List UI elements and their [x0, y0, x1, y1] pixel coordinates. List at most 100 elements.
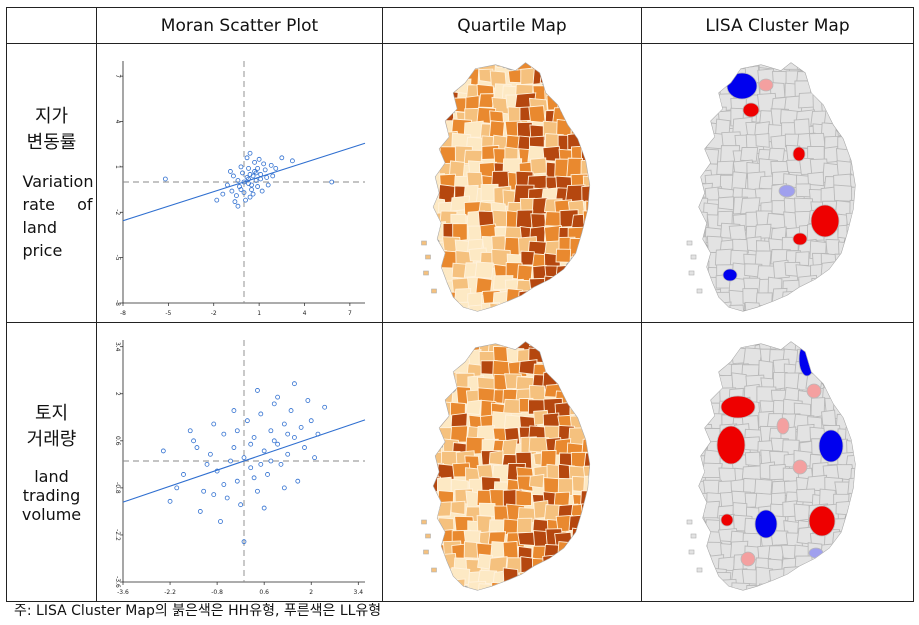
map-district: [757, 582, 774, 590]
map-district: [793, 503, 811, 521]
lisa-map-2: [686, 340, 881, 591]
scatter-point: [160, 448, 166, 453]
map-district: [539, 571, 557, 590]
map-district: [860, 214, 878, 229]
map-district: [568, 513, 587, 531]
scatter-point: [261, 505, 267, 510]
map-district: [569, 106, 588, 125]
map-district: [864, 136, 880, 153]
map-district: [557, 477, 574, 496]
map-district: [845, 238, 855, 258]
map-district: [702, 360, 719, 382]
map-district: [490, 581, 508, 590]
lisa-cluster: [754, 509, 778, 538]
map-district: [597, 569, 614, 584]
map-district: [597, 412, 611, 431]
y-tick-label: -2: [114, 209, 121, 215]
map-district: [585, 109, 590, 130]
lisa-cluster: [740, 551, 756, 566]
map-district: [848, 505, 855, 523]
scatter-point: [265, 471, 270, 477]
map-district: [598, 302, 613, 319]
map-district: [860, 425, 876, 442]
map-district: [850, 264, 855, 284]
map-district: [757, 62, 776, 70]
map-district: [699, 302, 710, 311]
map-district: [810, 566, 826, 583]
map-district: [529, 341, 545, 348]
map-district: [541, 581, 558, 590]
scatter-point: [252, 159, 257, 165]
lisa-map-1: [686, 61, 880, 312]
map-district: [559, 62, 578, 71]
scatter-point: [228, 458, 233, 463]
map-district: [846, 361, 855, 381]
scatter-point: [238, 163, 244, 169]
map-district: [558, 349, 577, 367]
map-district: [860, 67, 879, 85]
scatter-point: [248, 464, 254, 470]
map-island: [425, 254, 431, 259]
map-district: [864, 279, 879, 297]
map-district: [824, 300, 841, 311]
map-district: [808, 69, 826, 91]
map-district: [707, 341, 724, 356]
map-district: [571, 374, 590, 393]
map-district: [515, 489, 532, 506]
map-district: [699, 70, 711, 90]
scatter-point: [231, 444, 237, 450]
scatter-point: [256, 156, 262, 162]
scatter-point: [322, 404, 328, 410]
scatter-point: [191, 437, 196, 443]
map-district: [851, 186, 855, 205]
row2-en-1: land: [34, 466, 69, 486]
scatter-point: [250, 191, 256, 197]
map-district: [541, 301, 561, 311]
map-district: [732, 501, 748, 517]
map-district: [599, 427, 615, 445]
map-district: [571, 527, 588, 545]
y-tick-label: -0.8: [114, 482, 121, 494]
scatter-point: [229, 188, 235, 193]
lisa-cluster: [818, 429, 844, 462]
map-district: [859, 121, 875, 135]
map-district: [594, 236, 612, 251]
map-district: [729, 304, 745, 311]
lisa-cell-1: [641, 43, 914, 323]
map-district: [821, 67, 839, 87]
map-district: [465, 399, 482, 415]
map-district: [794, 292, 811, 309]
map-district: [543, 275, 563, 291]
map-district: [699, 134, 708, 154]
map-district: [585, 67, 590, 86]
map-district: [865, 290, 880, 307]
map-district: [597, 121, 614, 139]
scatter-point: [250, 173, 256, 178]
map-district: [745, 584, 761, 590]
map-district: [865, 350, 881, 369]
map-district: [820, 554, 839, 574]
map-district: [699, 372, 716, 392]
map-island: [425, 533, 431, 538]
x-tick-label: -3.6: [117, 589, 129, 596]
lisa-cluster: [726, 72, 758, 99]
map-district: [594, 517, 613, 533]
map-district: [699, 109, 711, 128]
map-district: [449, 566, 471, 587]
map-island: [690, 254, 697, 259]
map-district: [596, 453, 611, 471]
map-island: [423, 270, 429, 275]
corner-cell: [6, 7, 97, 44]
map-district: [571, 349, 589, 365]
map-district: [599, 349, 617, 365]
map-district: [836, 542, 855, 561]
map-district: [580, 252, 590, 270]
map-district: [569, 237, 587, 257]
row1-ko-2: 변동률: [26, 132, 77, 153]
map-district: [824, 62, 846, 76]
map-district: [554, 83, 572, 99]
scatter-point: [241, 538, 247, 544]
map-island: [423, 549, 429, 554]
row1-en-2: rate: [22, 195, 56, 214]
map-district: [570, 118, 589, 135]
